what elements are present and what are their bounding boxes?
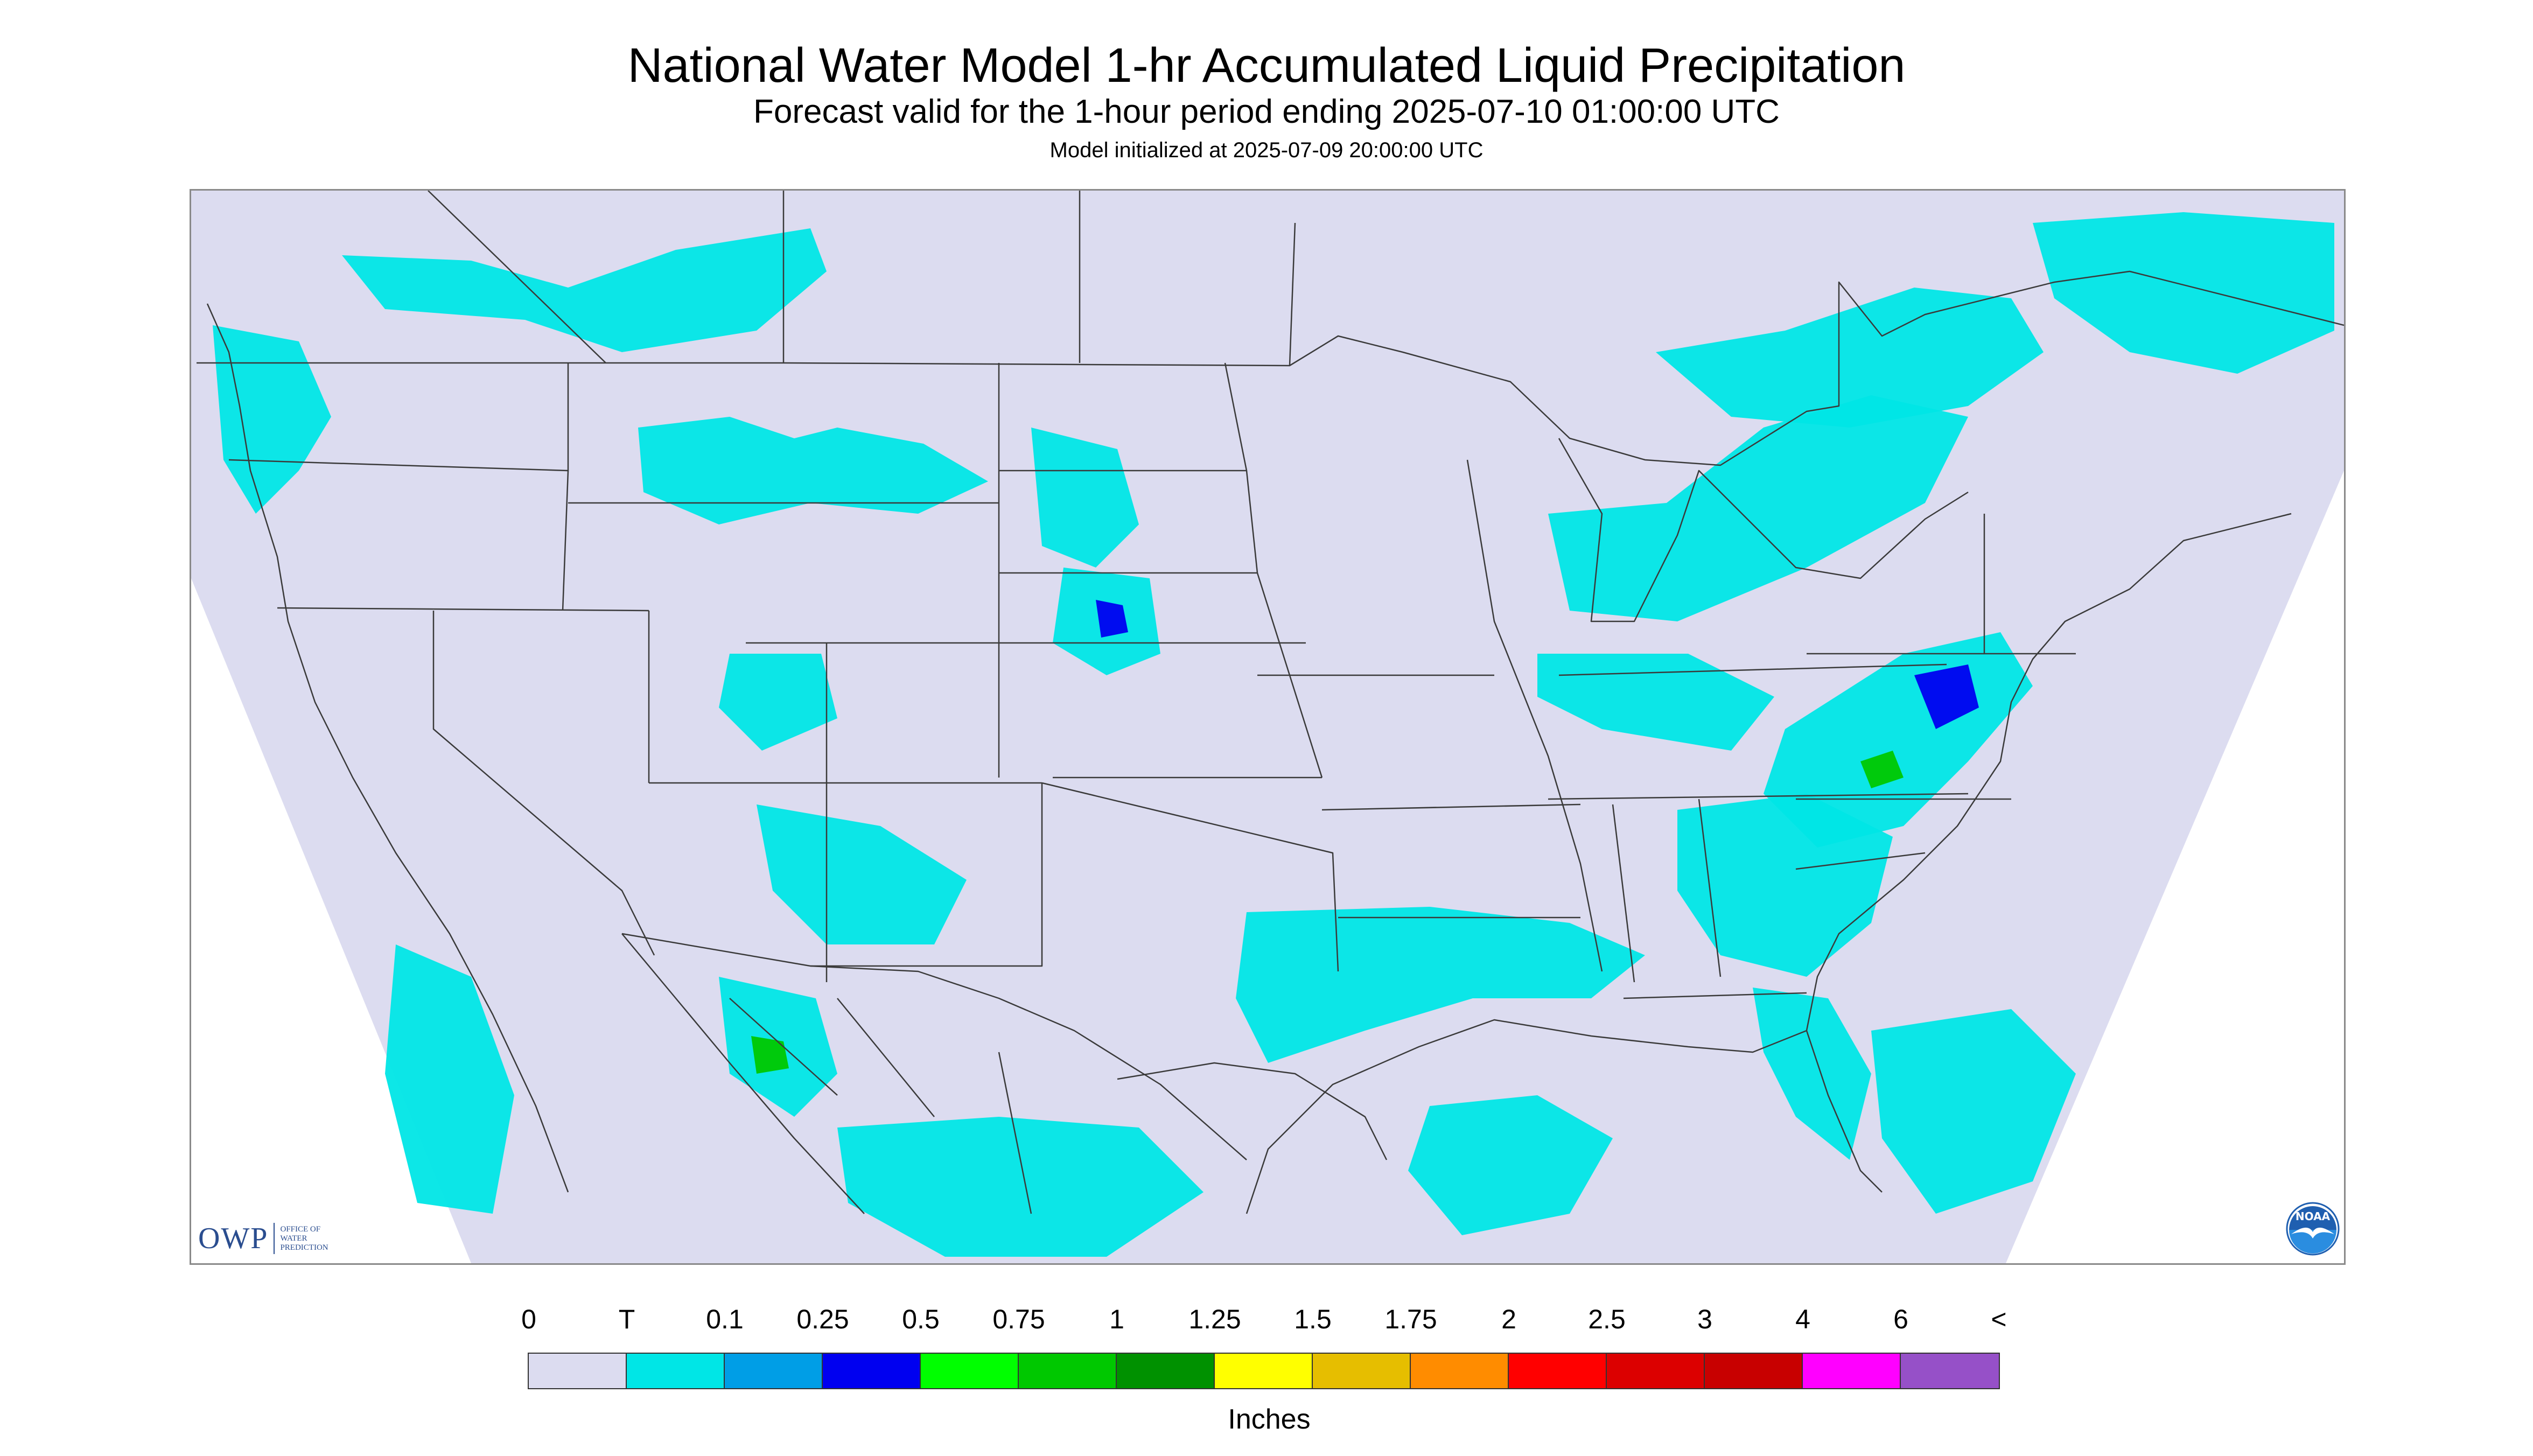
precip-area-ohio-valley [1537,654,1774,751]
legend-tick-label: 3 [1697,1304,1712,1334]
state-line-mississippi [1466,459,1603,972]
precip-area-arizona-new-mexico [757,804,967,944]
province-line-mb-on [1289,222,1296,366]
legend-swatch-1 [627,1354,725,1388]
map-canvas [191,191,2344,1263]
precip-area-quebec-ontario [1656,288,2044,428]
state-line-new-england [1983,514,2076,655]
legend-tick-label: 1.75 [1384,1304,1437,1334]
legend-swatch-11 [1607,1354,1705,1388]
political-boundaries [197,191,2344,1214]
owp-logo-divider [274,1223,275,1254]
owp-logo-mark: OWP [198,1222,269,1255]
legend-tick-label: 6 [1893,1304,1908,1334]
state-line-mo-ar [1321,803,1581,811]
legend-tick-label: 1 [1109,1304,1124,1334]
pacific-coastline [206,303,569,1193]
province-line-bc-ab [428,191,606,363]
legend-tick-label: 0.5 [902,1304,940,1334]
legend-tick-label: < [1991,1304,2007,1334]
legend-tick-label: 0.75 [992,1304,1045,1334]
noaa-bird-icon [2291,1227,2334,1238]
noaa-sea [2289,1230,2336,1254]
state-line-wa-or [228,459,569,472]
precip-area-great-lakes [1548,395,1968,621]
state-line-ok-tx [1041,782,1339,972]
central-america-coast [1117,1062,1388,1160]
us-canada-border [197,270,2344,466]
legend-swatch-10 [1509,1354,1607,1388]
legend-swatch-4 [921,1354,1019,1388]
map-subtitle: Forecast valid for the 1-hour period end… [753,93,1780,130]
precip-area-gulf-coast [1236,907,1645,1063]
owp-logo-subtext: OFFICE OF WATER PREDICTION [280,1224,328,1252]
legend-tick-label: 1.5 [1294,1304,1332,1334]
legend-tick-label: 2 [1501,1304,1516,1334]
precip-area-sonora-core [751,1036,789,1074]
noaa-sky [2289,1206,2336,1230]
legend-swatch-5 [1019,1354,1117,1388]
legend-swatch-3 [823,1354,921,1388]
precip-area-baja-pacific [385,944,514,1214]
precip-area-nebraska-core [1096,600,1128,638]
legend-color-bar [528,1353,2000,1389]
noaa-logo: NOAA [2286,1202,2340,1256]
precip-area-central-canada-plains [342,228,827,352]
legend-tick-label: 2.5 [1588,1304,1626,1334]
legend-swatch-2 [725,1354,823,1388]
precipitation-layer [213,212,2334,1257]
map-title: National Water Model 1-hr Accumulated Li… [627,39,1906,93]
legend-swatch-8 [1313,1354,1411,1388]
state-line-tn-ky [1548,793,1969,800]
legend-tick-label: 1.25 [1188,1304,1241,1334]
legend-tick-label: 0.25 [796,1304,849,1334]
legend-swatch-7 [1215,1354,1313,1388]
great-lakes-outline [1558,438,1969,622]
state-line-nv-ca [432,611,655,956]
legend-swatch-14 [1901,1354,1999,1388]
legend-swatch-9 [1411,1354,1509,1388]
us-mexico-border [621,933,1247,1160]
precipitation-legend: 0 T 0.1 0.25 0.5 0.75 1 1.25 1.5 1.75 2 2.5 3 4 6 < Inc… [521,1298,2009,1435]
legend-swatch-0 [529,1354,627,1388]
legend-tick-label: 0.1 [706,1304,744,1334]
legend-swatch-12 [1705,1354,1803,1388]
legend-tick-label: 4 [1795,1304,1810,1334]
precip-area-colorado-wyoming [719,654,837,751]
precip-area-caribbean-bahamas [1871,1009,2076,1214]
state-line-id [562,363,569,611]
precip-area-virginia-core [1860,751,1904,788]
legend-tick-label: T [618,1304,635,1334]
state-line-or-ca [277,607,649,612]
precip-area-northern-rockies [638,417,988,524]
precip-area-north-dakota [1031,428,1139,568]
precip-area-southeast-carolinas [1677,794,1893,977]
precip-area-gulf-of-mexico-south [1408,1095,1613,1235]
legend-units-label: Inches [1228,1404,1311,1435]
owp-logo: OWP OFFICE OF WATER PREDICTION [198,1221,328,1256]
legend-swatch-6 [1117,1354,1215,1388]
precip-area-mid-atlantic-core [1914,664,1979,729]
precipitation-map [190,189,2346,1265]
state-line-nc-sc [1795,852,1926,870]
state-line-oh-valley [1558,663,1947,676]
state-line-al-ms [1612,804,1635,983]
legend-tick-label: 0 [521,1304,536,1334]
gulf-of-california [621,933,865,1214]
state-line-nm-tx [810,783,1043,967]
legend-swatch-13 [1803,1354,1901,1388]
precip-area-northeast-canada [2033,212,2334,374]
noaa-logo-text: NOAA [2296,1210,2331,1223]
precip-area-pacific-northwest [213,325,331,514]
mexico-state-lines [729,998,1032,1214]
precip-area-southern-mexico [837,1117,1203,1257]
state-line-ga-fl [1623,992,1807,999]
state-line-ga-al [1698,799,1722,977]
gulf-coastline [1245,1019,1807,1214]
model-init-time: Model initialized at 2025-07-09 20:00:00… [1049,138,1484,162]
precip-area-florida [1753,988,1871,1160]
atlantic-coastline [1806,513,2292,1193]
